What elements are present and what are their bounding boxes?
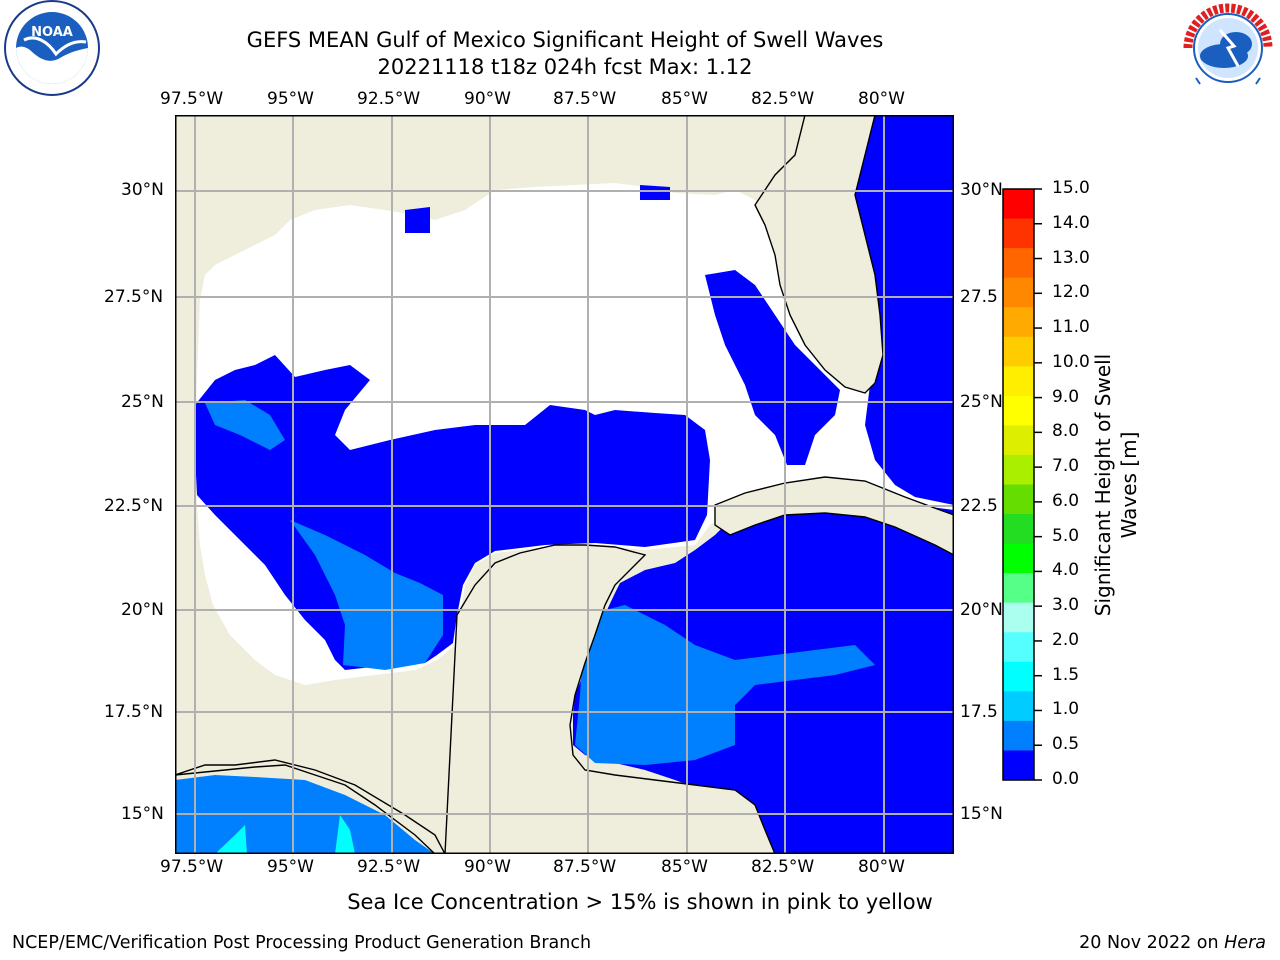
colorbar-title: Significant Height of Swell Waves [m] — [1090, 354, 1142, 616]
colorbar-label: 14.0 — [1052, 212, 1090, 233]
footer-date: 20 Nov 2022 on Hera — [1079, 933, 1266, 953]
noaa-logo: NOAA — [4, 0, 100, 96]
lat-tick-right: 15°N — [960, 804, 1003, 824]
gulf-swell-low — [195, 355, 710, 670]
pacific-swell-high2 — [335, 815, 355, 854]
gulf-swell-north — [405, 207, 430, 233]
footer-credit: NCEP/EMC/Verification Post Processing Pr… — [12, 933, 592, 953]
colorbar-cell — [1003, 277, 1034, 308]
lon-tick-bottom: 95°W — [267, 857, 314, 877]
lat-tick-left: 25°N — [121, 392, 164, 412]
western-gulf-swell-mid — [290, 520, 443, 670]
lon-tick-bottom: 82.5°W — [751, 857, 815, 877]
lon-tick-bottom: 85°W — [661, 857, 708, 877]
lon-tick-top: 82.5°W — [751, 89, 815, 109]
lat-tick-left: 30°N — [121, 180, 164, 200]
colorbar-label: 10.0 — [1052, 351, 1090, 372]
lat-tick-right: 22.5 — [960, 496, 998, 516]
colorbar-cell — [1003, 395, 1034, 426]
colorbar-title-line: Significant Height of Swell — [1091, 353, 1115, 617]
colorbar-label: 4.0 — [1052, 560, 1080, 581]
colorbar-cell — [1003, 189, 1034, 220]
cuba-land — [714, 476, 954, 556]
colorbar-label: 5.0 — [1052, 525, 1080, 546]
lon-tick-bottom: 97.5°W — [160, 857, 224, 877]
colorbar-cell — [1003, 248, 1034, 279]
colorbar-cell — [1003, 661, 1034, 692]
lat-tick-left: 20°N — [121, 600, 164, 620]
colorbar-cell — [1003, 366, 1034, 397]
lon-tick-top: 85°W — [661, 89, 708, 109]
colorbar-cell — [1003, 750, 1034, 781]
colorbar-label: 12.0 — [1052, 282, 1090, 303]
lon-tick-top: 80°W — [858, 89, 905, 109]
colorbar-label: 6.0 — [1052, 490, 1080, 511]
colorbar-cell — [1003, 691, 1034, 722]
lat-tick-left: 27.5°N — [104, 287, 164, 307]
colorbar-label: 15.0 — [1052, 178, 1090, 198]
lon-tick-bottom: 87.5°W — [553, 857, 617, 877]
colorbar-cell — [1003, 543, 1034, 574]
colorbar-label: 0.0 — [1052, 769, 1080, 789]
lat-tick-right: 27.5 — [960, 287, 998, 307]
caribbean-swell-mid — [575, 605, 875, 765]
florida-land — [754, 115, 884, 394]
colorbar-cell — [1003, 632, 1034, 663]
lat-tick-right: 25°N — [960, 392, 1003, 412]
eastern-gulf-swell — [705, 270, 840, 465]
lat-tick-left: 15°N — [121, 804, 164, 824]
lat-tick-right: 30°N — [960, 180, 1003, 200]
sea-ice-note-text: Sea Ice Concentration > 15% is shown in … — [347, 890, 933, 914]
map-frame — [175, 115, 954, 854]
colorbar-cell — [1003, 514, 1034, 545]
lat-tick-left: 22.5°N — [104, 496, 164, 516]
lon-tick-bottom: 90°W — [464, 857, 511, 877]
lon-tick-top: 97.5°W — [160, 89, 224, 109]
map-panel — [175, 115, 954, 854]
colorbar-cell — [1003, 336, 1034, 367]
lon-tick-top: 87.5°W — [553, 89, 617, 109]
lat-tick-right: 20°N — [960, 600, 1003, 620]
colorbar-label: 0.5 — [1052, 734, 1080, 755]
svg-text:NOAA: NOAA — [31, 25, 73, 40]
chart-title: GEFS MEAN Gulf of Mexico Significant Hei… — [246, 28, 884, 52]
lon-tick-top: 95°W — [267, 89, 314, 109]
footer-date-text: 20 Nov 2022 on — [1079, 933, 1225, 953]
colorbar-label: 3.0 — [1052, 595, 1080, 616]
colorbar-label: 11.0 — [1052, 317, 1090, 338]
lat-tick-left: 17.5°N — [104, 702, 164, 722]
yucatan-land — [175, 115, 776, 854]
western-gulf-swell-mid2 — [205, 400, 285, 450]
colorbar-cell — [1003, 454, 1034, 485]
gulf-swell-north2 — [640, 185, 670, 200]
colorbar — [1002, 188, 1042, 781]
colorbar-label: 8.0 — [1052, 421, 1080, 442]
colorbar-label: 7.0 — [1052, 456, 1080, 477]
lon-tick-top: 90°W — [464, 89, 511, 109]
lon-tick-bottom: 92.5°W — [357, 857, 421, 877]
chart-subtitle: 20221118 t18z 024h fcst Max: 1.12 — [377, 55, 753, 79]
colorbar-cell — [1003, 484, 1034, 515]
colorbar-label: 9.0 — [1052, 386, 1080, 407]
colorbar-label: 13.0 — [1052, 247, 1090, 268]
atlantic-ocean — [845, 115, 954, 505]
map-gridlines — [175, 115, 954, 854]
colorbar-label: 1.5 — [1052, 664, 1080, 685]
colorbar-cell — [1003, 218, 1034, 249]
sea-ice-note: Sea Ice Concentration > 15% is shown in … — [0, 890, 1280, 914]
colorbar-title-line: Waves [m] — [1117, 431, 1141, 539]
colorbar-cell — [1003, 425, 1034, 456]
colorbar-cell — [1003, 720, 1034, 751]
lat-tick-right: 17.5 — [960, 702, 998, 722]
footer-host: Hera — [1224, 933, 1266, 953]
pacific-swell-high — [215, 825, 247, 854]
lon-tick-top: 92.5°W — [357, 89, 421, 109]
colorbar-cell — [1003, 307, 1034, 338]
colorbar-cell — [1003, 602, 1034, 633]
colorbar-cell — [1003, 573, 1034, 604]
lon-tick-bottom: 80°W — [858, 857, 905, 877]
colorbar-label: 2.0 — [1052, 629, 1080, 650]
national-weather-service-logo — [1182, 2, 1274, 94]
colorbar-label: 1.0 — [1052, 699, 1080, 720]
